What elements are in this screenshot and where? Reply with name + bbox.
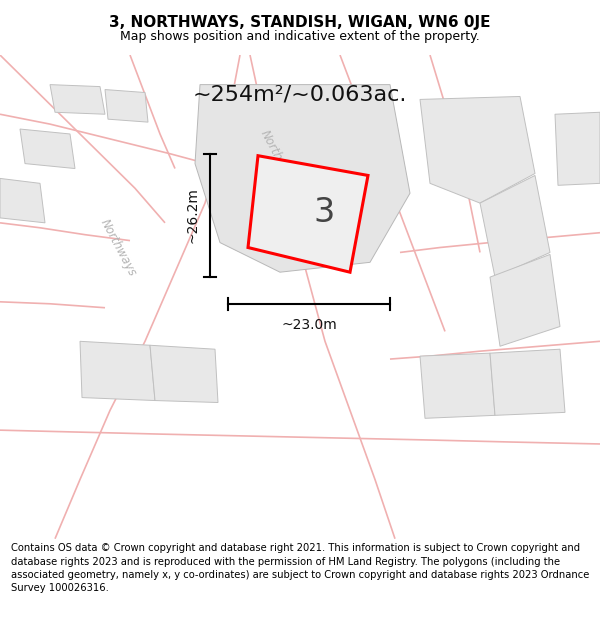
Text: Contains OS data © Crown copyright and database right 2021. This information is : Contains OS data © Crown copyright and d… [11,544,589,593]
Text: 3: 3 [313,196,335,229]
Polygon shape [105,89,148,122]
Polygon shape [420,353,495,418]
Polygon shape [80,341,155,401]
Text: ~254m²/~0.063ac.: ~254m²/~0.063ac. [193,84,407,104]
Text: Northways: Northways [257,127,299,189]
Polygon shape [490,254,560,346]
Polygon shape [50,84,105,114]
Text: 3, NORTHWAYS, STANDISH, WIGAN, WN6 0JE: 3, NORTHWAYS, STANDISH, WIGAN, WN6 0JE [109,16,491,31]
Polygon shape [490,349,565,416]
Polygon shape [480,176,550,277]
Text: ~23.0m: ~23.0m [281,318,337,332]
Text: Map shows position and indicative extent of the property.: Map shows position and indicative extent… [120,30,480,43]
Text: ~26.2m: ~26.2m [186,188,200,243]
Polygon shape [195,84,410,272]
Polygon shape [420,96,535,203]
Polygon shape [150,345,218,403]
Polygon shape [555,112,600,186]
Polygon shape [20,129,75,169]
Text: Northways: Northways [97,217,139,278]
Polygon shape [248,156,368,272]
Polygon shape [0,178,45,223]
